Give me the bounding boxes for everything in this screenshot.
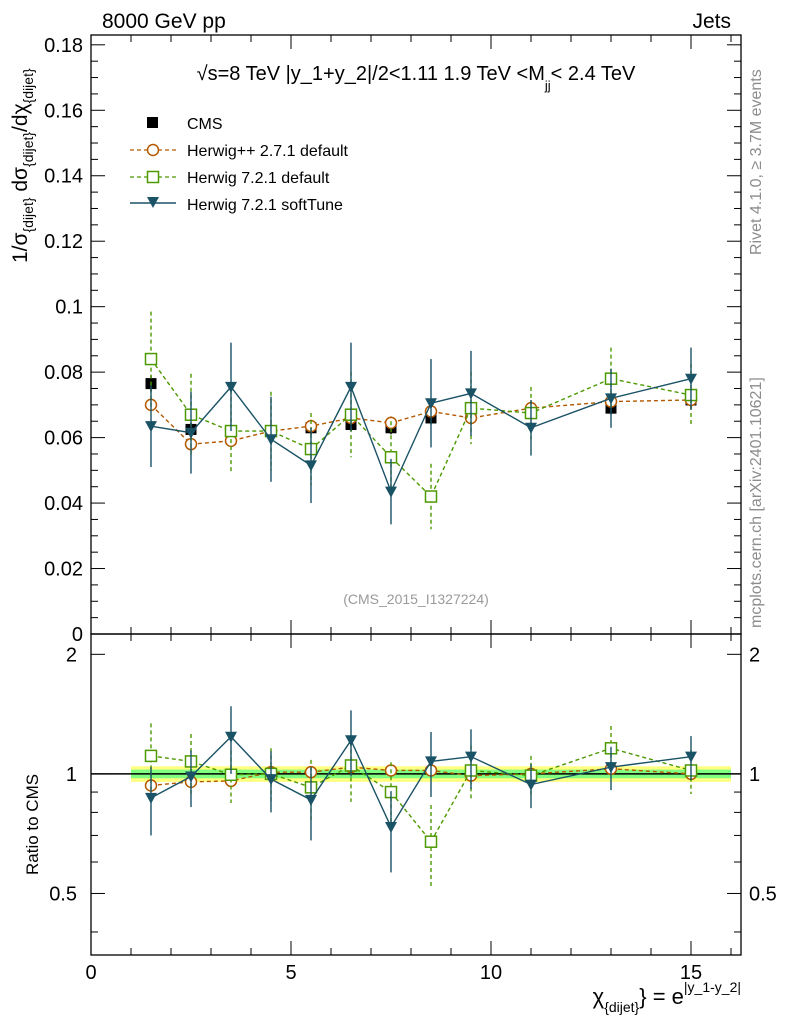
- ratio-point-herwig-7-2-1-softtune: [185, 771, 197, 783]
- ratio-point-herwig-7-2-1-default: [144, 749, 158, 763]
- ratio-point-herwig-7-2-1-softtune: [525, 779, 537, 791]
- main-point-herwig-7-2-1-softtune: [385, 486, 397, 498]
- main-point-herwig-7-2-1-default: [424, 490, 438, 503]
- legend-marker-cms: [147, 117, 158, 128]
- main-ytick-label: 0.12: [44, 231, 83, 253]
- ratio-point-herwig-7-2-1-softtune: [345, 735, 357, 747]
- ratio-point-herwig-7-2-1-softtune: [225, 731, 237, 743]
- ratio-plot-frame: [90, 633, 742, 956]
- main-line-herwig-7-2-1-softtune: [150, 378, 692, 494]
- ratio-point-herwig-7-2-1-softtune: [145, 792, 157, 804]
- main-point-herwig-7-2-1-softtune: [345, 381, 357, 393]
- ratio-line-herwig-7-2-1-default: [150, 747, 692, 843]
- main-point-herwig-7-2-1-default: [144, 352, 158, 366]
- main-ytick-label: 0.02: [44, 559, 83, 581]
- main-ytick-label: 0.16: [44, 100, 83, 122]
- jets-label: Jets: [692, 10, 731, 33]
- mcplots-label: mcplots.cern.ch [arXiv:2401.10621]: [748, 377, 765, 628]
- xtick-label: 15: [680, 962, 702, 984]
- ratio-ytick-label-right: 1: [749, 764, 760, 786]
- main-ytick-label: 0.06: [44, 428, 83, 450]
- data-marks: [144, 311, 698, 889]
- ratio-point-herwig-7-2-1-softtune: [265, 774, 277, 786]
- xaxis-label: χ{dijet}} = e|y_1-y_2|: [593, 979, 741, 1015]
- ratio-point-herwig-7-2-1-softtune: [605, 762, 617, 774]
- main-ytick-label: 0.1: [55, 297, 83, 319]
- axis-frames: [90, 34, 742, 956]
- xtick-label: 5: [285, 962, 296, 984]
- energy-label: 8000 GeV pp: [102, 10, 226, 33]
- legend-label-herwig721: Herwig 7.2.1 default: [187, 170, 330, 187]
- rivet-version-label: Rivet 4.1.0, ≥ 3.7M events: [748, 69, 765, 255]
- legend-label-herwigpp: Herwig++ 2.7.1 default: [187, 143, 349, 160]
- xtick-label: 10: [480, 962, 502, 984]
- ratio-ytick-label: 0.5: [49, 883, 77, 905]
- analysis-tag: (CMS_2015_I1327224): [343, 591, 489, 607]
- plot-title: √s=8 TeV |y_1+y_2|/2<1.11 1.9 TeV <Mjj< …: [197, 63, 636, 93]
- ratio-point-herwig-7-2-1-softtune: [685, 751, 697, 763]
- ratio-point-herwig-7-2-1-default: [424, 835, 438, 848]
- main-point-herwig-7-2-1-softtune: [305, 460, 317, 472]
- legend-label-cms: CMS: [187, 116, 223, 133]
- legend-label-softtune: Herwig 7.2.1 softTune: [187, 197, 343, 214]
- ratio-point-herwig-7-2-1-softtune: [425, 756, 437, 768]
- ratio-line-herwig-2-7-1-default: [150, 766, 692, 787]
- ratio-ytick-label: 2: [66, 644, 77, 666]
- main-ytick-label: 0: [72, 624, 83, 646]
- main-point-herwig-7-2-1-softtune: [525, 422, 537, 434]
- main-line-herwig-7-2-1-default: [150, 358, 692, 498]
- main-ytick-label: 0.18: [44, 35, 83, 57]
- ratio-ytick-label: 1: [66, 764, 77, 786]
- ratio-ylabel: Ratio to CMS: [23, 774, 42, 875]
- legend-marker-herwigpp: [146, 143, 160, 157]
- ratio-ytick-label-right: 2: [749, 644, 760, 666]
- main-ytick-label: 0.08: [44, 362, 83, 384]
- main-point-herwig-7-2-1-softtune: [265, 434, 277, 446]
- ratio-point-herwig-7-2-1-softtune: [305, 794, 317, 806]
- main-ytick-label: 0.04: [44, 493, 83, 515]
- ratio-point-herwig-7-2-1-softtune: [385, 822, 397, 834]
- main-ylabel: 1/σ{dijet} dσ{dijet}/dχ{dijet}: [9, 68, 36, 263]
- main-point-herwig-7-2-1-softtune: [605, 393, 617, 405]
- legend-marker-herwig721: [146, 170, 160, 184]
- xtick-label: 0: [85, 962, 96, 984]
- ratio-ytick-label-right: 0.5: [749, 883, 777, 905]
- main-point-herwig-7-2-1-softtune: [425, 398, 437, 410]
- main-point-herwig-7-2-1-softtune: [685, 373, 697, 385]
- main-point-herwig-7-2-1-softtune: [465, 388, 477, 400]
- legend-marker-softtune: [147, 197, 159, 208]
- legend: CMS Herwig++ 2.7.1 default Herwig 7.2.1 …: [130, 116, 349, 214]
- main-point-herwig-7-2-1-softtune: [185, 427, 197, 439]
- main-point-herwig-7-2-1-softtune: [225, 381, 237, 393]
- main-point-herwig-7-2-1-softtune: [145, 421, 157, 433]
- ratio-line-herwig-7-2-1-softtune: [150, 735, 692, 829]
- ratio-point-herwig-7-2-1-softtune: [465, 751, 477, 763]
- main-ytick-label: 0.14: [44, 166, 83, 188]
